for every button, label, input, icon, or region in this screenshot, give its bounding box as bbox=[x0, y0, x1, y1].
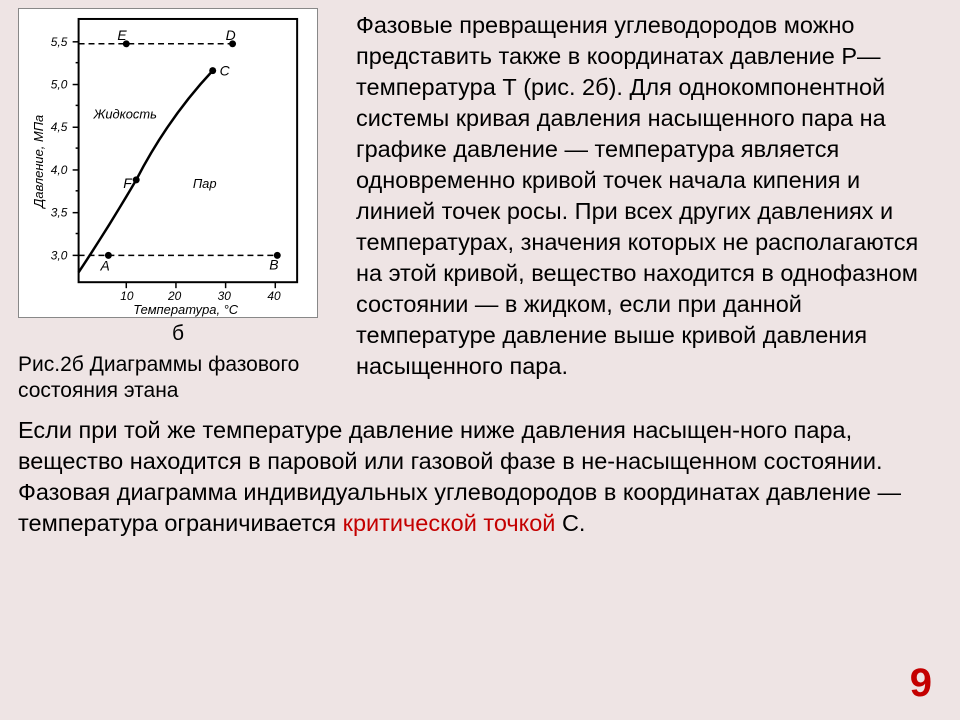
phase-diagram-chart: 3,0 3,5 4,0 4,5 5,0 5,5 Давление, МПа 10… bbox=[18, 8, 318, 318]
label-d: D bbox=[226, 27, 236, 43]
page-number: 9 bbox=[910, 661, 932, 706]
x-axis-label: Температура, °С bbox=[133, 302, 239, 317]
critical-point-term: критической точкой bbox=[343, 510, 556, 536]
point-c bbox=[209, 67, 216, 74]
ytick-0: 3,0 bbox=[51, 248, 68, 262]
label-c: C bbox=[220, 63, 231, 79]
figure-caption: Рис.2б Диаграммы фазового состояния этан… bbox=[18, 352, 338, 405]
top-section: 3,0 3,5 4,0 4,5 5,0 5,5 Давление, МПа 10… bbox=[18, 8, 942, 405]
region-liquid: Жидкость bbox=[93, 106, 158, 121]
y-axis-label: Давление, МПа bbox=[31, 115, 46, 210]
paragraph-bottom-2c: С. bbox=[555, 510, 585, 536]
sub-label: б bbox=[18, 322, 338, 346]
bottom-text: Если при той же температуре давление ниж… bbox=[18, 415, 942, 539]
label-f: F bbox=[123, 175, 133, 191]
label-a: A bbox=[99, 257, 109, 273]
chart-column: 3,0 3,5 4,0 4,5 5,0 5,5 Давление, МПа 10… bbox=[18, 8, 338, 405]
region-vapor: Пар bbox=[193, 176, 217, 191]
ytick-2: 4,0 bbox=[51, 163, 68, 177]
ytick-4: 5,0 bbox=[51, 77, 68, 91]
xtick-2: 30 bbox=[218, 289, 232, 303]
ytick-3: 4,5 bbox=[51, 120, 68, 134]
xtick-0: 10 bbox=[120, 289, 134, 303]
chart-svg: 3,0 3,5 4,0 4,5 5,0 5,5 Давление, МПа 10… bbox=[19, 9, 317, 317]
xtick-1: 20 bbox=[167, 289, 182, 303]
paragraph-right: Фазовые превращения углеводородов можно … bbox=[356, 8, 942, 405]
xtick-3: 40 bbox=[267, 289, 281, 303]
paragraph-bottom-1: Если при той же температуре давление ниж… bbox=[18, 417, 883, 474]
ytick-5: 5,5 bbox=[51, 35, 68, 49]
point-f bbox=[133, 176, 140, 183]
label-b: B bbox=[269, 256, 278, 272]
ytick-1: 3,5 bbox=[51, 206, 68, 220]
label-e: E bbox=[117, 27, 127, 43]
